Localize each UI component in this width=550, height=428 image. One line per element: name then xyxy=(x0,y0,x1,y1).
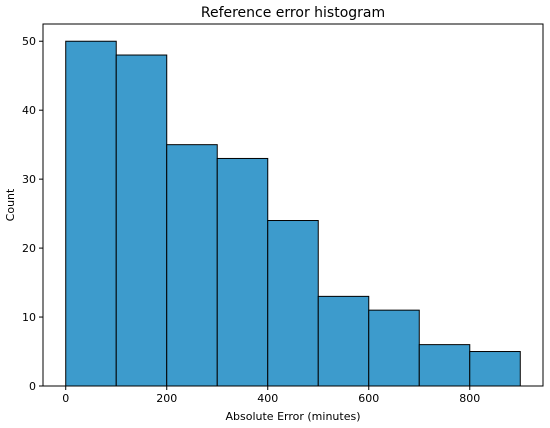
x-tick-label: 800 xyxy=(459,392,480,405)
y-tick-label: 20 xyxy=(22,242,36,255)
y-tick-label: 0 xyxy=(29,380,36,393)
histogram-bar-1 xyxy=(115,54,168,387)
plot-frame xyxy=(42,23,544,387)
y-tick-label: 30 xyxy=(22,173,36,186)
histogram-bar-2 xyxy=(166,144,218,387)
histogram-bar-0 xyxy=(65,40,117,387)
y-axis-label: Count xyxy=(4,188,17,221)
x-tick-label: 200 xyxy=(156,392,177,405)
y-axis-ticks: 0 10 20 30 40 50 xyxy=(22,35,43,393)
x-tick-label: 400 xyxy=(257,392,278,405)
y-tick-label: 10 xyxy=(22,311,36,324)
y-tick-label: 50 xyxy=(22,35,36,48)
y-tick-label: 40 xyxy=(22,104,36,117)
histogram-bar-5 xyxy=(317,295,370,387)
bars-group xyxy=(65,40,521,387)
histogram-bar-4 xyxy=(267,220,319,387)
x-tick-label: 600 xyxy=(358,392,379,405)
histogram-bar-7 xyxy=(418,344,471,387)
histogram-bar-3 xyxy=(216,157,269,387)
x-tick-label: 0 xyxy=(62,392,69,405)
x-axis-label: Absolute Error (minutes) xyxy=(226,410,361,423)
histogram-bar-8 xyxy=(469,351,521,387)
x-axis-ticks: 0 200 400 600 800 xyxy=(62,386,480,405)
histogram-bar-6 xyxy=(368,309,420,387)
chart-title: Reference error histogram xyxy=(201,5,385,21)
